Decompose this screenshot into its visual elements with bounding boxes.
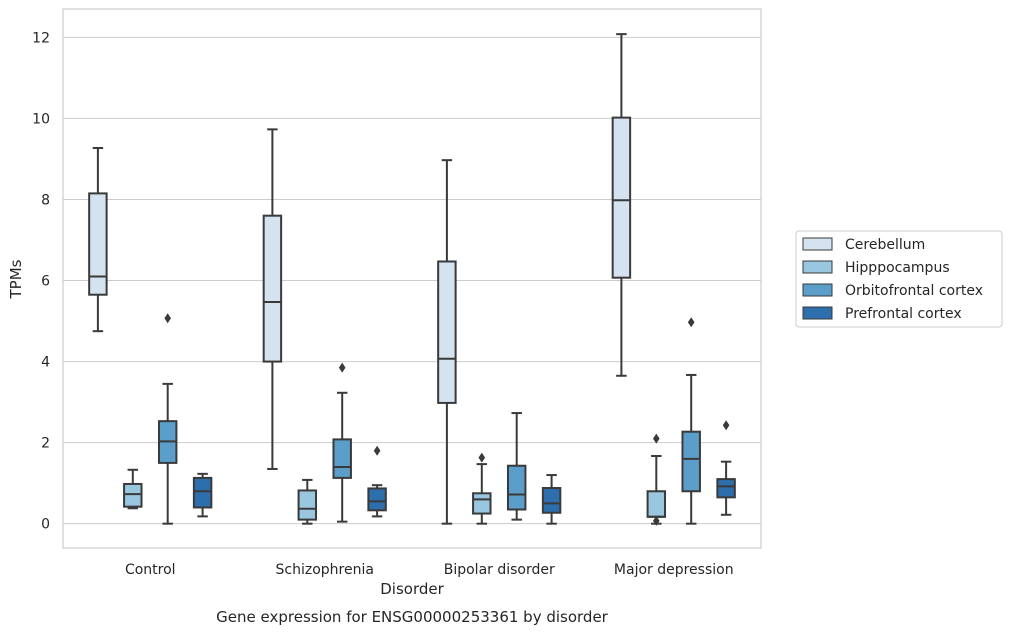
grid-layer	[63, 36, 761, 525]
legend-label: Cerebellum	[845, 237, 925, 253]
iqr-box	[88, 192, 108, 296]
box-orbitofrontal-cortex	[332, 362, 352, 523]
chart-caption: Gene expression for ENSG00000253361 by d…	[216, 608, 609, 626]
legend: Cerebellum Hipppocampus Orbitofrontal cort…	[795, 230, 1003, 328]
box-hipppocampus	[123, 468, 143, 510]
y-tick-label: 12	[32, 30, 50, 46]
x-tick-label: Schizophrenia	[276, 562, 374, 578]
y-tick-label: 6	[41, 274, 50, 290]
iqr-box	[541, 487, 562, 514]
box-hipppocampus	[297, 478, 318, 525]
legend-label: Prefrontal cortex	[845, 306, 962, 322]
iqr-box	[646, 490, 667, 518]
outlier-point	[722, 420, 730, 431]
y-tick-label: 4	[41, 355, 50, 371]
plot-area-frame	[62, 8, 762, 549]
box-hipppocampus	[646, 433, 667, 526]
box-cerebellum	[88, 147, 108, 333]
iqr-box	[332, 438, 352, 479]
box-prefrontal-cortex	[541, 474, 562, 525]
x-tick-label: Bipolar disorder	[444, 562, 555, 578]
iqr-box	[297, 489, 318, 521]
iqr-box	[472, 492, 492, 515]
y-axis-label: TPMs	[7, 259, 25, 299]
legend-frame	[795, 230, 1003, 328]
iqr-box	[437, 260, 457, 404]
box-orbitofrontal-cortex	[157, 313, 178, 525]
legend-swatch	[802, 260, 833, 274]
boxes-layer	[88, 33, 736, 526]
legend-swatch	[802, 237, 833, 251]
iqr-box	[611, 116, 632, 279]
x-tick-label: Control	[125, 562, 176, 578]
y-tick-label: 8	[41, 192, 50, 208]
box-cerebellum	[262, 128, 283, 470]
outlier-point	[478, 452, 486, 463]
y-tick-label: 2	[41, 436, 50, 452]
y-tick-labels: 0 2 4 6 8 10 12	[32, 30, 50, 532]
y-tick-label: 0	[41, 517, 50, 533]
box-prefrontal-cortex	[192, 472, 213, 518]
iqr-box	[123, 482, 143, 508]
iqr-box	[681, 430, 701, 493]
iqr-box	[506, 464, 527, 511]
outlier-point	[164, 313, 171, 324]
iqr-box	[192, 476, 213, 509]
box-prefrontal-cortex	[367, 445, 387, 518]
box-prefrontal-cortex	[716, 420, 736, 516]
legend-label: Orbitofrontal cortex	[845, 283, 983, 299]
x-tick-labels: Control Schizophrenia Bipolar disorder Majo…	[125, 562, 734, 578]
x-tick-label: Major depression	[614, 562, 734, 578]
legend-swatch	[802, 306, 833, 320]
box-cerebellum	[611, 33, 632, 377]
box-orbitofrontal-cortex	[681, 317, 701, 525]
box-hipppocampus	[472, 452, 492, 525]
y-tick-label: 10	[32, 111, 50, 127]
iqr-box	[716, 478, 736, 499]
iqr-box	[262, 214, 283, 363]
legend-swatch	[802, 283, 833, 297]
x-axis-label: Disorder	[380, 580, 444, 598]
outlier-point	[653, 433, 660, 444]
outlier-point	[373, 445, 381, 456]
box-cerebellum	[437, 159, 457, 525]
outlier-point	[687, 317, 695, 328]
outlier-point	[338, 362, 346, 373]
outlier-point	[653, 515, 660, 526]
legend-label: Hipppocampus	[845, 260, 950, 276]
box-orbitofrontal-cortex	[506, 412, 527, 521]
iqr-box	[367, 487, 387, 512]
